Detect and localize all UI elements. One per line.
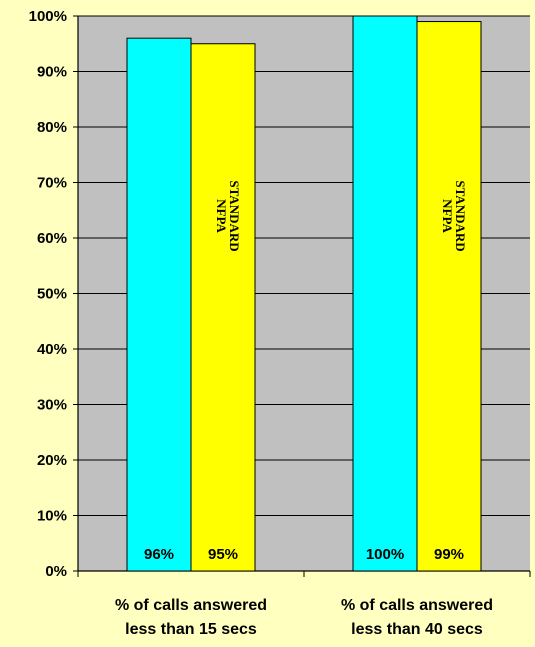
y-tick-label: 90%: [37, 64, 67, 81]
y-tick-label: 0%: [45, 563, 67, 580]
bar: [416, 21, 482, 572]
y-tick-label: 50%: [37, 286, 67, 303]
y-tick-label: 40%: [37, 341, 67, 358]
x-category-label: % of calls answered: [341, 597, 493, 614]
y-tick-label: 10%: [37, 508, 67, 525]
bar-annotation-line: STANDARD: [227, 180, 242, 251]
y-tick-label: 100%: [29, 8, 67, 25]
bar-annotation-line: NFPA: [214, 199, 229, 233]
bar: [352, 15, 418, 572]
bar-annotation-line: STANDARD: [453, 180, 468, 251]
y-tick-label: 30%: [37, 397, 67, 414]
bar-annotation-line: NFPA: [440, 199, 455, 233]
data-label: 99%: [434, 546, 464, 563]
data-label: 96%: [144, 546, 174, 563]
y-tick-label: 70%: [37, 175, 67, 192]
bar: [190, 43, 256, 572]
data-label: 95%: [208, 546, 238, 563]
y-tick-label: 20%: [37, 452, 67, 469]
x-category-label: less than 40 secs: [351, 621, 483, 638]
y-tick-label: 60%: [37, 230, 67, 247]
x-category-label: % of calls answered: [115, 597, 267, 614]
x-category-label: less than 15 secs: [125, 621, 257, 638]
bar: [126, 37, 192, 572]
y-tick-label: 80%: [37, 119, 67, 136]
data-label: 100%: [366, 546, 404, 563]
